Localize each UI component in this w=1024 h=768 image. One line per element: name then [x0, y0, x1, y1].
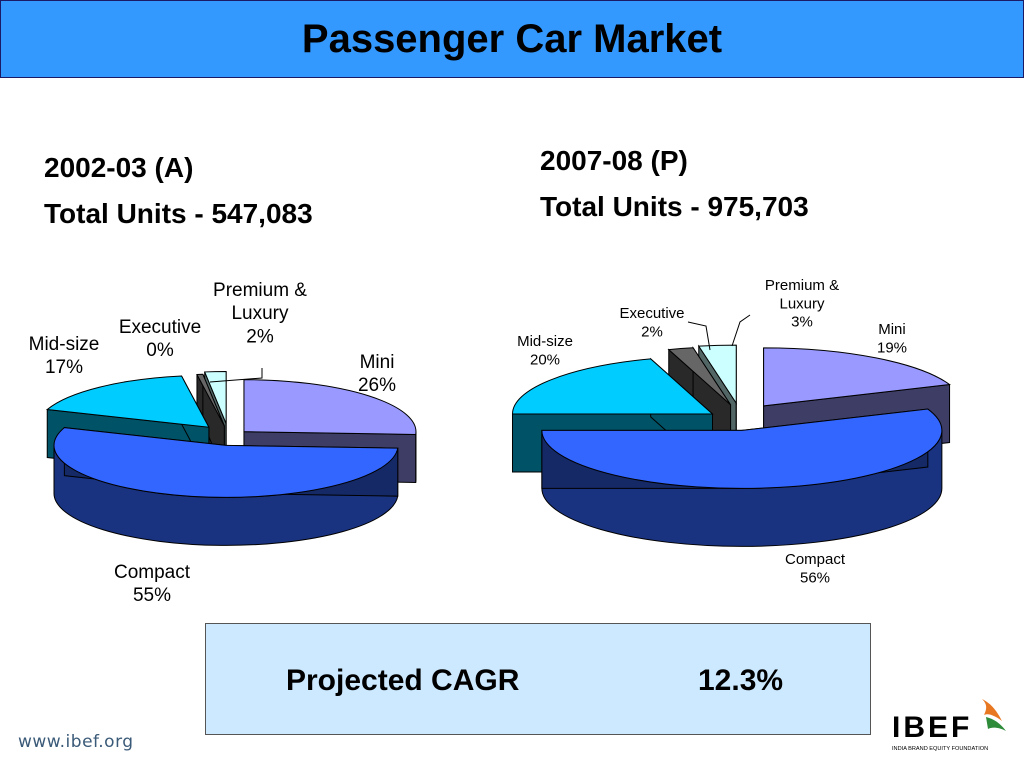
slice-value-executive: 0%: [146, 340, 174, 361]
slice-name-premium-and-luxury: Luxury: [779, 295, 825, 312]
ibef-bird-logo-icon: [982, 699, 1002, 721]
slice-value-mid-size: 20%: [530, 351, 560, 368]
cagr-box: Projected CAGR 12.3%: [205, 623, 871, 735]
logo-name: IBEF: [892, 711, 972, 744]
footer-url[interactable]: www.ibef.org: [18, 732, 134, 752]
chart-2-total: Total Units - 975,703: [540, 191, 809, 222]
pie-slice-executive: [667, 347, 731, 406]
slice-name-mid-size: Mid-size: [517, 333, 573, 350]
chart-2-heading: 2007-08 (P) Total Units - 975,703: [540, 145, 809, 237]
chart-2-period: 2007-08 (P): [540, 145, 688, 176]
slice-name-mid-size: Mid-size: [29, 334, 100, 355]
pie-slice-premium-and-luxury: [697, 344, 737, 405]
slice-value-mid-size: 17%: [45, 357, 83, 378]
slice-value-premium-and-luxury: 2%: [246, 326, 274, 347]
slice-value-mini: 19%: [877, 339, 907, 356]
pie-slice-premium-and-luxury: [203, 371, 227, 424]
pie-slice-mid-size: [46, 375, 210, 428]
pie-slice-compact: [541, 408, 943, 489]
slice-name-premium-and-luxury: Premium &: [765, 277, 839, 294]
slice-value-executive: 2%: [641, 323, 663, 340]
chart-1-total: Total Units - 547,083: [44, 198, 313, 229]
slice-name-compact: Compact: [114, 562, 191, 583]
ibef-logo: IBEF INDIA BRAND EQUITY FOUNDATION: [892, 699, 1006, 752]
chart-1-heading: 2002-03 (A) Total Units - 547,083: [44, 152, 313, 244]
slice-name-premium-and-luxury: Premium &: [213, 280, 307, 301]
pie-slice-mid-size: [511, 358, 714, 415]
slice-value-compact: 55%: [133, 585, 171, 606]
slice-name-executive: Executive: [619, 305, 684, 322]
slice-name-mini: Mini: [360, 352, 395, 373]
cagr-label: Projected CAGR: [286, 664, 520, 697]
pie-slice-mini: [243, 379, 417, 435]
slice-name-mini: Mini: [878, 321, 906, 338]
slice-name-premium-and-luxury: Luxury: [231, 303, 289, 324]
pie-chart-2002-03: Mini26%Compact55%Mid-size17%Executive0%P…: [29, 280, 417, 606]
slice-label-premium-and-luxury: Premium &Luxury 3%: [731, 277, 839, 347]
title-bar: Passenger Car Market: [0, 0, 1024, 78]
cagr-value: 12.3%: [698, 664, 784, 697]
chart-1-period: 2002-03 (A): [44, 152, 194, 183]
slice-name-compact: Compact: [785, 551, 846, 568]
pie-slice-compact: [53, 427, 399, 498]
pie-slice-mini: [763, 347, 951, 407]
pie-slice-executive: [196, 373, 225, 427]
slice-value-compact: 56%: [800, 569, 830, 586]
slice-value-premium-and-luxury: 3%: [791, 314, 813, 331]
slice-name-executive: Executive: [119, 317, 201, 338]
page-title: Passenger Car Market: [301, 16, 723, 61]
logo-tagline: INDIA BRAND EQUITY FOUNDATION: [892, 746, 988, 752]
slice-value-mini: 26%: [358, 375, 396, 396]
